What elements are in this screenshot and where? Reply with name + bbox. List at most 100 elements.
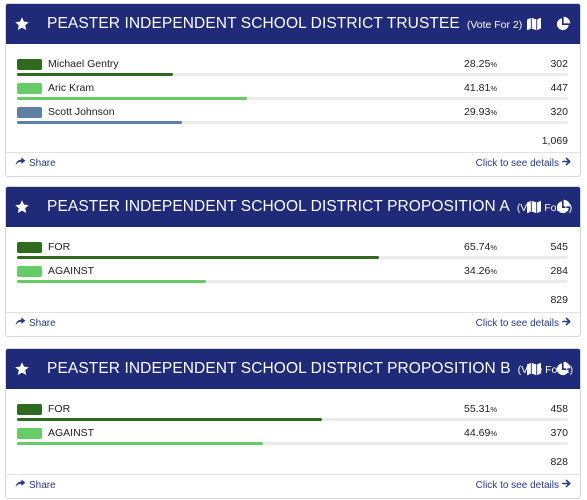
percent-value: 65.74	[464, 241, 491, 253]
share-arrow-icon	[15, 157, 26, 169]
details-link[interactable]: Click to see details	[476, 157, 571, 169]
share-label: Share	[29, 317, 56, 329]
color-swatch	[17, 404, 42, 415]
candidate-row: Scott Johnson 29.93% 320	[6, 103, 580, 127]
candidate-name: FOR	[48, 241, 71, 253]
share-link[interactable]: Share	[15, 317, 56, 329]
race-card: PEASTER INDEPENDENT SCHOOL DISTRICT PROP…	[5, 348, 581, 499]
candidate-percent: 41.81%	[464, 79, 497, 98]
vote-bar-track	[17, 418, 568, 421]
race-title: PEASTER INDEPENDENT SCHOOL DISTRICT PROP…	[47, 349, 573, 389]
share-arrow-icon	[15, 479, 26, 491]
candidate-name: FOR	[48, 403, 71, 415]
candidate-percent: 34.26%	[464, 262, 497, 281]
race-title: PEASTER INDEPENDENT SCHOOL DISTRICT PROP…	[47, 187, 572, 227]
candidate-row: AGAINST 44.69% 370	[6, 424, 580, 448]
candidate-percent: 44.69%	[464, 424, 497, 443]
vote-bar-fill	[17, 97, 248, 100]
color-swatch	[17, 83, 42, 94]
candidate-name: AGAINST	[48, 265, 95, 277]
pie-chart-icon[interactable]	[555, 16, 571, 32]
map-icon[interactable]	[526, 361, 542, 377]
color-swatch	[17, 107, 42, 118]
vote-bar-fill	[17, 442, 264, 445]
color-swatch	[17, 266, 42, 277]
share-label: Share	[29, 157, 56, 169]
share-link[interactable]: Share	[15, 479, 56, 491]
race-footer: Share Click to see details	[6, 474, 580, 498]
map-icon[interactable]	[526, 16, 542, 32]
total-votes: 829	[550, 294, 568, 306]
race-name: PEASTER INDEPENDENT SCHOOL DISTRICT PROP…	[47, 198, 510, 215]
candidate-votes: 284	[550, 265, 568, 277]
candidate-name: Aric Kram	[48, 82, 95, 94]
arrow-right-icon	[562, 157, 571, 169]
percent-value: 55.31	[464, 403, 491, 415]
color-swatch	[17, 242, 42, 253]
candidate-name: AGAINST	[48, 427, 95, 439]
vote-bar-track	[17, 256, 568, 259]
vote-bar-track	[17, 73, 568, 76]
share-label: Share	[29, 479, 56, 491]
percent-symbol: %	[490, 243, 497, 252]
details-link[interactable]: Click to see details	[476, 479, 571, 491]
details-label: Click to see details	[475, 479, 559, 491]
candidate-name: Scott Johnson	[48, 106, 115, 118]
percent-symbol: %	[490, 267, 497, 276]
candidate-percent: 28.25%	[464, 55, 497, 74]
star-icon[interactable]	[14, 361, 30, 377]
candidate-votes: 302	[550, 58, 568, 70]
race-name: PEASTER INDEPENDENT SCHOOL DISTRICT TRUS…	[47, 15, 460, 32]
vote-bar-track	[17, 121, 568, 124]
race-header: PEASTER INDEPENDENT SCHOOL DISTRICT PROP…	[6, 349, 580, 389]
vote-bar-fill	[17, 121, 182, 124]
percent-symbol: %	[490, 60, 497, 69]
pie-chart-icon[interactable]	[555, 361, 571, 377]
candidate-percent: 55.31%	[464, 400, 497, 419]
color-swatch	[17, 59, 42, 70]
vote-bar-fill	[17, 280, 206, 283]
vote-bar-fill	[17, 256, 380, 259]
candidate-percent: 29.93%	[464, 103, 497, 122]
percent-value: 28.25	[464, 58, 491, 70]
percent-value: 34.26	[464, 265, 491, 277]
vote-bar-fill	[17, 418, 322, 421]
total-votes: 828	[550, 456, 568, 468]
vote-for-label: (Vote For 2)	[466, 19, 523, 31]
arrow-right-icon	[562, 317, 571, 329]
percent-symbol: %	[490, 429, 497, 438]
candidate-votes: 447	[550, 82, 568, 94]
share-link[interactable]: Share	[15, 157, 56, 169]
total-votes: 1,069	[541, 135, 568, 147]
race-footer: Share Click to see details	[6, 312, 580, 336]
candidate-votes: 545	[550, 241, 568, 253]
map-icon[interactable]	[526, 199, 542, 215]
details-link[interactable]: Click to see details	[476, 317, 571, 329]
percent-value: 29.93	[464, 106, 491, 118]
star-icon[interactable]	[14, 16, 30, 32]
percent-value: 41.81	[464, 82, 491, 94]
candidate-row: Aric Kram 41.81% 447	[6, 79, 580, 103]
candidate-row: AGAINST 34.26% 284	[6, 262, 580, 286]
race-header: PEASTER INDEPENDENT SCHOOL DISTRICT TRUS…	[6, 4, 580, 44]
color-swatch	[17, 428, 42, 439]
share-arrow-icon	[15, 317, 26, 329]
candidate-name: Michael Gentry	[48, 58, 119, 70]
race-header: PEASTER INDEPENDENT SCHOOL DISTRICT PROP…	[6, 187, 580, 227]
percent-value: 44.69	[464, 427, 491, 439]
candidate-votes: 320	[550, 106, 568, 118]
candidate-votes: 370	[550, 427, 568, 439]
candidate-row: FOR 55.31% 458	[6, 400, 580, 424]
percent-symbol: %	[490, 108, 497, 117]
pie-chart-icon[interactable]	[555, 199, 571, 215]
vote-bar-track	[17, 442, 568, 445]
details-label: Click to see details	[475, 317, 559, 329]
vote-bar-track	[17, 280, 568, 283]
vote-bar-track	[17, 97, 568, 100]
star-icon[interactable]	[14, 199, 30, 215]
candidate-row: FOR 65.74% 545	[6, 238, 580, 262]
race-card: PEASTER INDEPENDENT SCHOOL DISTRICT TRUS…	[5, 3, 581, 177]
candidate-votes: 458	[550, 403, 568, 415]
race-name: PEASTER INDEPENDENT SCHOOL DISTRICT PROP…	[47, 360, 511, 377]
details-label: Click to see details	[475, 157, 559, 169]
